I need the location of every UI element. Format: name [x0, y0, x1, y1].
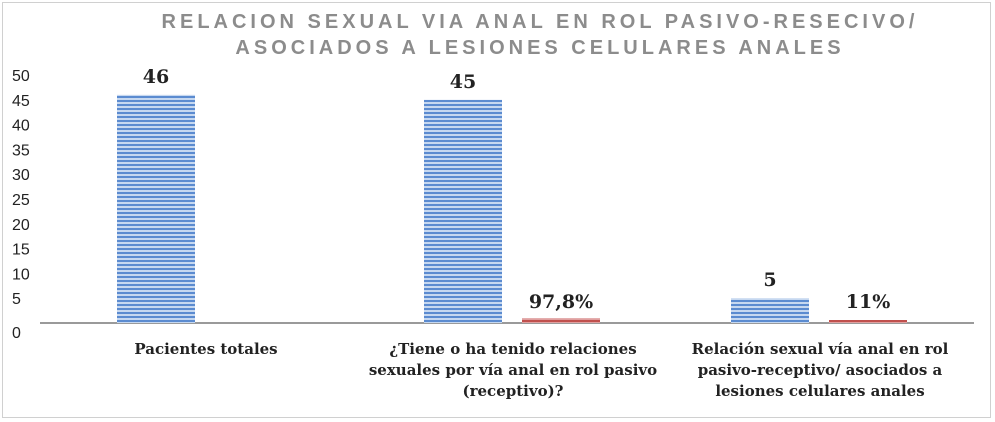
- chart-title-line-2: ASOCIADOS A LESIONES CELULARES ANALES: [235, 37, 844, 59]
- y-tick-label: 45: [12, 93, 30, 110]
- bar-series-1-cat-1: [117, 94, 195, 323]
- x-category-label: sexuales por vía anal en rol pasivo: [369, 361, 657, 379]
- bar-series-2-cat-2: [522, 318, 600, 323]
- y-tick-label: 50: [12, 68, 30, 85]
- y-tick-label: 25: [12, 192, 30, 209]
- y-tick-label: 5: [12, 291, 21, 308]
- data-label-series-1-cat-3: 5: [763, 269, 776, 291]
- data-label-series-2-cat-3: 11%: [846, 291, 891, 313]
- x-category-label: pasivo-receptivo/ asociados a: [698, 361, 943, 379]
- x-category-label: lesiones celulares anales: [715, 382, 924, 400]
- x-category-label: Pacientes totales: [134, 340, 277, 358]
- y-tick-label: 20: [12, 217, 30, 234]
- y-tick-label: 15: [12, 242, 30, 259]
- bar-series-2-cat-3: [829, 320, 907, 323]
- x-category-label: ¿Tiene o ha tenido relaciones: [389, 340, 636, 358]
- bar-series-1-cat-2: [424, 99, 502, 323]
- y-tick-label: 35: [12, 142, 30, 159]
- data-label-series-2-cat-2: 97,8%: [529, 291, 593, 313]
- y-tick-label: 0: [12, 325, 21, 342]
- y-tick-label: 40: [12, 118, 30, 135]
- bar-series-1-cat-3: [731, 298, 809, 323]
- y-tick-label: 10: [12, 266, 30, 283]
- chart-title-line-1: RELACION SEXUAL VIA ANAL EN ROL PASIVO-R…: [162, 11, 919, 33]
- data-label-series-1-cat-2: 45: [450, 71, 476, 93]
- y-tick-label: 30: [12, 167, 30, 184]
- x-category-label: Relación sexual vía anal en rol: [692, 340, 949, 358]
- data-label-series-1-cat-1: 46: [143, 66, 169, 88]
- x-category-label: (receptivo)?: [463, 382, 564, 400]
